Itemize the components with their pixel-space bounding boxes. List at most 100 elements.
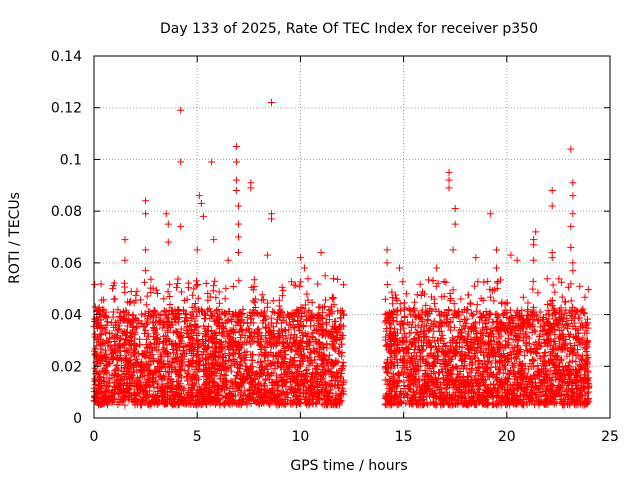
data-point [497,381,505,389]
data-point [168,358,176,366]
data-point [111,379,119,387]
data-point [302,367,310,375]
data-point [432,342,440,350]
data-point [287,400,295,408]
data-point [543,275,551,283]
data-point [336,350,344,358]
data-point [251,298,259,306]
data-point [192,376,200,384]
data-point [237,322,245,330]
data-point [126,383,134,391]
data-point [194,323,202,331]
data-point [103,321,111,329]
data-point [108,347,116,355]
data-point [442,371,450,379]
data-point [572,385,580,393]
data-point [460,315,468,323]
data-point [457,295,465,303]
data-point [150,383,158,391]
data-point [494,389,502,397]
data-point [246,386,254,394]
data-point [401,313,409,321]
data-point [441,391,449,399]
data-point [531,371,539,379]
data-point [402,290,410,298]
data-point [194,358,202,366]
data-point [222,319,230,327]
data-point [523,306,531,314]
data-point [250,383,258,391]
data-point [428,293,436,301]
data-point [445,322,453,330]
data-point [156,318,164,326]
data-point [125,394,133,402]
data-point [297,338,305,346]
data-point [303,366,311,374]
data-point [331,344,339,352]
data-point [248,283,256,291]
data-point [215,362,223,370]
data-point [96,376,104,384]
data-point [445,306,453,314]
data-point [152,395,160,403]
data-point [574,351,582,359]
data-point [211,340,219,348]
data-point [99,389,107,397]
data-point [298,313,306,321]
data-point [453,363,461,371]
data-point [547,297,555,305]
data-point [429,333,437,341]
data-point [537,397,545,405]
data-point [543,371,551,379]
data-point [169,381,177,389]
data-point [277,363,285,371]
data-point [166,363,174,371]
data-point [222,337,230,345]
data-point [96,382,104,390]
data-point [274,359,282,367]
data-point [332,337,340,345]
data-point [297,278,305,286]
data-point [291,324,299,332]
data-point [500,398,508,406]
data-point [275,327,283,335]
data-point [529,285,537,293]
data-point [225,357,233,365]
data-point [544,342,552,350]
data-point [175,371,183,379]
data-point [202,346,210,354]
data-point [387,401,395,409]
data-point [328,371,336,379]
data-point [251,375,259,383]
data-point [400,338,408,346]
data-point [553,355,561,363]
data-point [456,318,464,326]
data-point [128,329,136,337]
data-point [394,341,402,349]
data-point [533,349,541,357]
data-point [328,293,336,301]
data-point [309,374,317,382]
data-point [111,337,119,345]
data-point [119,356,127,364]
data-point [583,355,591,363]
data-point [435,308,443,316]
data-point [386,353,394,361]
data-point [540,372,548,380]
data-point [253,390,261,398]
data-point [196,362,204,370]
data-point [295,389,303,397]
data-point [250,276,258,284]
data-point [393,296,401,304]
data-point [192,372,200,380]
data-point [243,313,251,321]
data-point [259,319,267,327]
data-point [196,307,204,315]
data-point [532,379,540,387]
data-point [556,359,564,367]
data-point [211,277,219,285]
data-point [263,351,271,359]
data-point [495,377,503,385]
data-point [125,372,133,380]
data-point [169,349,177,357]
